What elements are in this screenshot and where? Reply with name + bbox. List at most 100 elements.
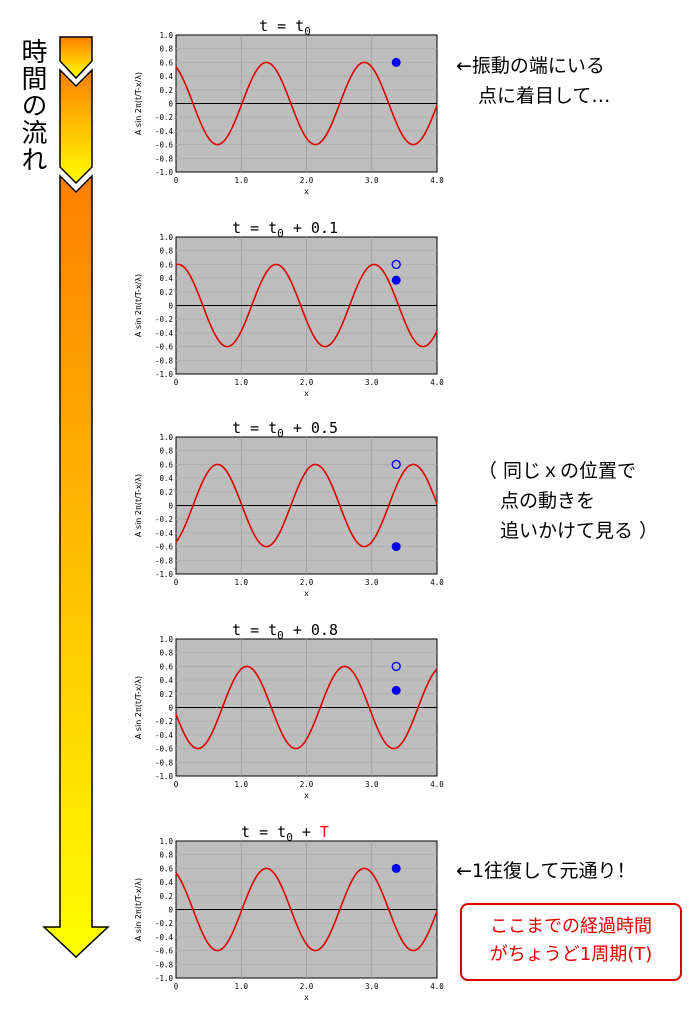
y-tick-label: 0.8 [159, 851, 173, 860]
y-tick-label: -1.0 [155, 570, 174, 579]
wave-plot: 1.00.80.60.40.20-0.2-0.4-0.6-0.8-1.00 1.0… [134, 31, 444, 196]
y-tick-label: 0.4 [159, 72, 173, 81]
wave-panel-2: t = t0 + 0.1 1.0 0.8 0.6 0.4 0.2 0 -0.2 -0.4 -0.… [130, 219, 444, 432]
wave-line [175, 665, 438, 750]
y-tick-label: 1.0 [159, 635, 173, 644]
wave-plot: 1.00.80.60.40.20-0.2-0.4-0.6-0.8-1.00 1.0… [134, 837, 444, 1002]
wave-line [175, 263, 438, 348]
y-tick-label: 0 [168, 302, 173, 311]
y-tick-label: 0 [168, 100, 173, 109]
tracked-point [391, 863, 401, 873]
y-tick-label: -0.6 [155, 543, 174, 552]
y-tick-label: 0 [168, 502, 173, 511]
x-tick-label: 2.0 [300, 780, 314, 789]
y-tick-label: -0.2 [155, 315, 173, 324]
y-tick-label: 0.6 [159, 864, 173, 873]
arrow-segment-1 [59, 36, 93, 80]
arrow-segment-3 [42, 174, 110, 959]
y-tick-label: 0.4 [159, 878, 173, 887]
y-tick-label: 1.0 [159, 233, 173, 242]
y-tick-label: 1.0 [159, 31, 173, 40]
wave-panel-4: t = t0 + 0.8 1.0 0.8 0.6 0.4 0.2 0 -0.2 -0.4 -0.… [130, 621, 444, 834]
tracked-point [391, 57, 401, 67]
y-tick-label: -1.0 [155, 370, 174, 379]
initial-position-marker [391, 459, 401, 470]
y-tick-label: -0.6 [155, 947, 174, 956]
x-tick-label: 3.0 [365, 176, 379, 185]
y-tick-label: -0.2 [155, 113, 173, 122]
x-axis-label: x [304, 791, 309, 800]
panel-title: t = t0 + 0.1 [232, 219, 338, 240]
wave-panel-3: t = t0 + 0.5 1.0 0.8 0.6 0.4 0.2 0 -0.2 -0.4 -0.… [130, 419, 444, 632]
period-box: ここまでの経過時間 がちょうど1周期(T) [460, 903, 682, 981]
y-tick-label: 0.2 [159, 488, 173, 497]
x-axis-label: x [304, 993, 309, 1002]
y-tick-label: -1.0 [155, 168, 174, 177]
x-tick-label: 1.0 [234, 982, 248, 991]
arrow-segment-2 [59, 68, 93, 185]
x-tick-label: 1.0 [234, 780, 248, 789]
wave-plot: 1.00.80.60.40.20-0.2-0.4-0.6-0.8-1.00 1.0… [134, 635, 444, 800]
x-tick-label: 4.0 [430, 578, 444, 587]
y-tick-label: -0.8 [155, 154, 174, 163]
x-axis-label: x [304, 389, 309, 398]
y-tick-label: 0.4 [159, 274, 173, 283]
y-tick-label: -0.4 [155, 529, 174, 538]
y-tick-label: 0.8 [159, 247, 173, 256]
y-tick-label: 0.2 [159, 288, 173, 297]
y-tick-label: 0.6 [159, 58, 173, 67]
y-axis-label: A sin 2π(t/T-x/λ) [134, 474, 143, 537]
y-tick-label: 0.4 [159, 676, 173, 685]
y-tick-label: -0.2 [155, 717, 173, 726]
y-tick-label: 0.8 [159, 45, 173, 54]
wave-panel-1: t = t0 1.0 0.8 0.6 0.4 0.2 0 -0.2 -0.4 -0.6 -0.8 -… [130, 17, 444, 230]
y-tick-label: 0.8 [159, 649, 173, 658]
x-tick-label: 0 [174, 982, 179, 991]
x-tick-label: 0 [174, 176, 179, 185]
y-tick-label: -1.0 [155, 772, 174, 781]
y-tick-label: -0.8 [155, 960, 174, 969]
note-same-x: （ 同じｘの位置で 点の動きを 追いかけて見る ） [478, 460, 659, 542]
x-tick-label: 4.0 [430, 982, 444, 991]
y-tick-label: -0.4 [155, 933, 174, 942]
note-focus-point: ←振動の端にいる 点に着目して… [456, 55, 611, 107]
y-tick-label: 0.6 [159, 460, 173, 469]
panel-title: t = t0 + 0.5 [232, 419, 338, 440]
y-tick-label: -0.2 [155, 919, 173, 928]
panel-title: t = t0 + T [241, 823, 329, 844]
x-tick-label: 2.0 [300, 578, 314, 587]
x-tick-label: 2.0 [300, 982, 314, 991]
y-tick-label: -0.8 [155, 758, 174, 767]
y-tick-label: 0.8 [159, 447, 173, 456]
tracked-point [391, 685, 401, 695]
y-tick-label: -0.2 [155, 515, 173, 524]
y-tick-label: -0.8 [155, 356, 174, 365]
x-tick-label: 3.0 [365, 378, 379, 387]
y-axis-label: A sin 2π(t/T-x/λ) [134, 274, 143, 337]
y-tick-label: -0.8 [155, 556, 174, 565]
y-tick-label: 0.2 [159, 690, 173, 699]
y-tick-label: 0.6 [159, 662, 173, 671]
y-tick-label: 0 [168, 906, 173, 915]
x-tick-label: 3.0 [365, 578, 379, 587]
x-tick-label: 3.0 [365, 780, 379, 789]
tracked-point [391, 542, 401, 552]
y-tick-label: -0.6 [155, 343, 174, 352]
x-axis-label: x [304, 187, 309, 196]
y-tick-label: 0 [168, 704, 173, 713]
y-tick-label: -0.4 [155, 127, 174, 136]
wave-line [175, 867, 438, 952]
x-tick-label: 3.0 [365, 982, 379, 991]
x-tick-label: 1.0 [234, 378, 248, 387]
wave-panel-5: t = t0 + T 1.0 0.8 0.6 0.4 0.2 0 -0.2 -0.4 -0.6 -… [130, 823, 444, 1036]
y-tick-label: 0.2 [159, 86, 173, 95]
y-tick-label: -1.0 [155, 974, 174, 983]
wave-line [175, 463, 438, 548]
x-tick-label: 0 [174, 578, 179, 587]
y-tick-label: -0.4 [155, 731, 174, 740]
y-tick-label: 0.2 [159, 892, 173, 901]
x-tick-label: 2.0 [300, 176, 314, 185]
wave-line [175, 61, 438, 146]
x-tick-label: 4.0 [430, 780, 444, 789]
x-tick-label: 1.0 [234, 578, 248, 587]
